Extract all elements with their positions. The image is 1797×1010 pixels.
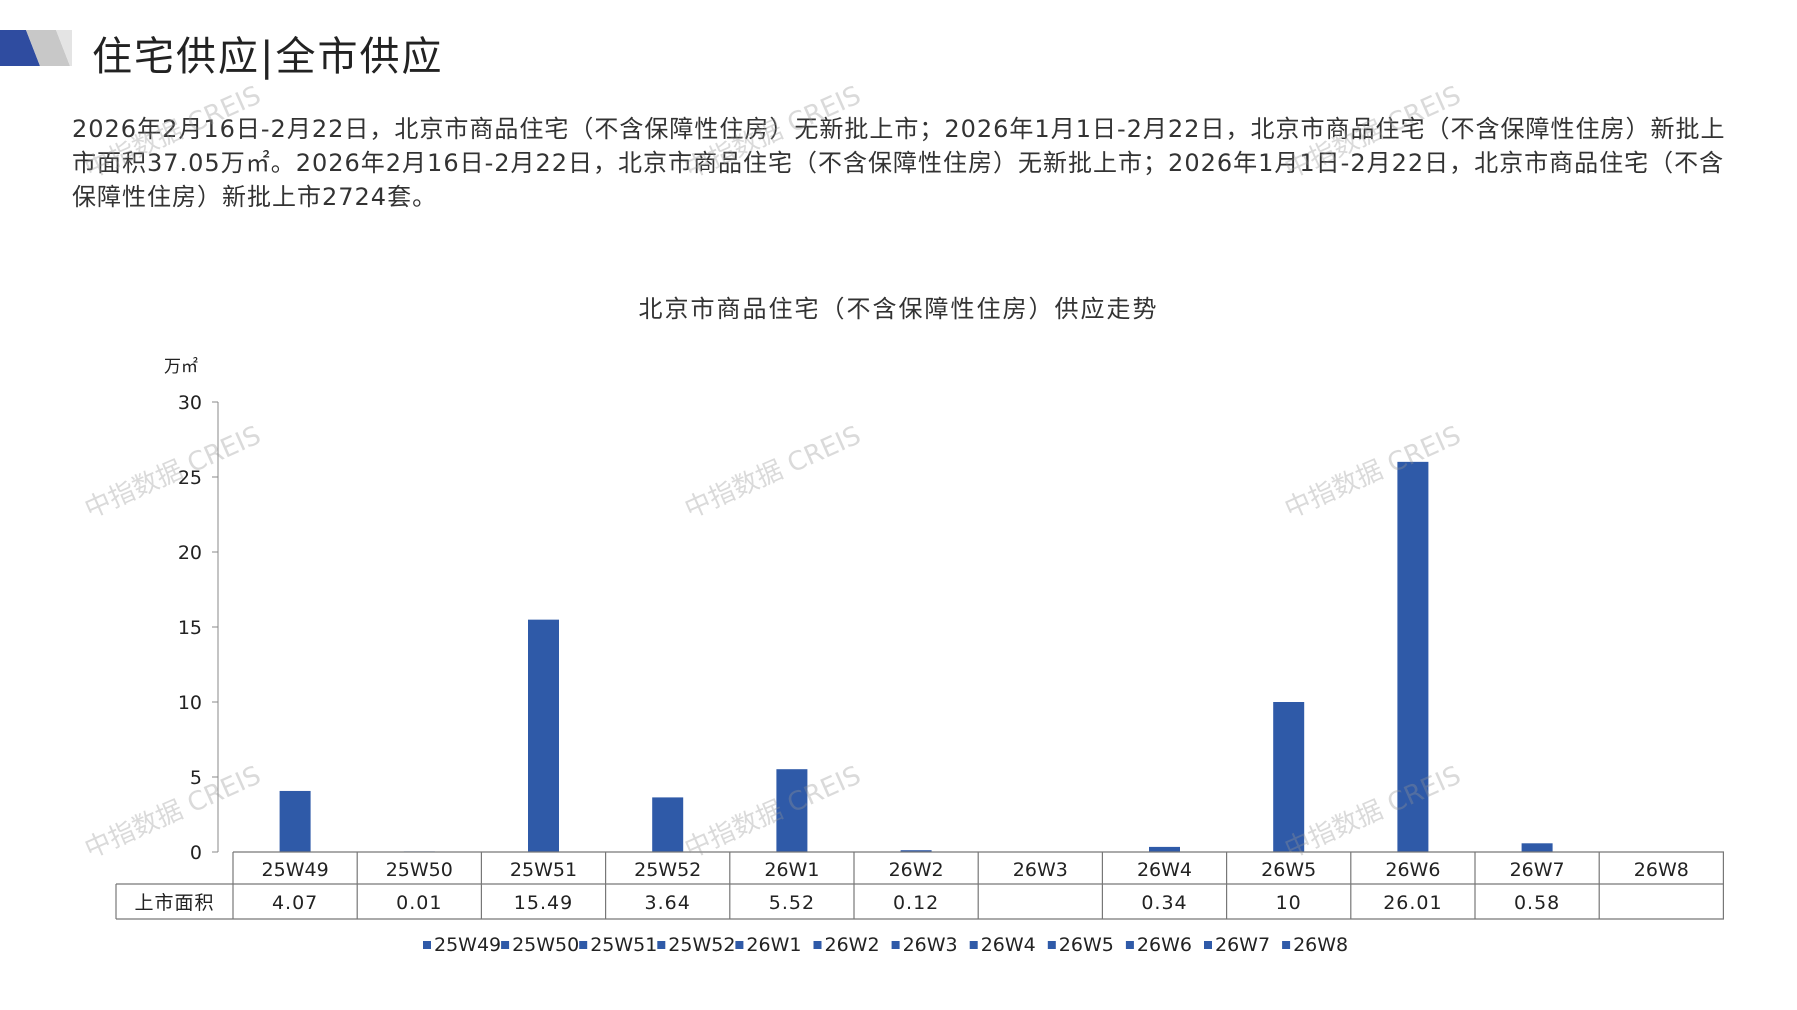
bar-26W1 — [776, 769, 808, 852]
x-tick-label: 26W8 — [1634, 859, 1689, 881]
legend-swatch — [579, 941, 588, 949]
data-label: 10 — [1276, 892, 1302, 914]
legend-swatch — [891, 941, 900, 949]
chart-title: 北京市商品住宅（不含保障性住房）供应走势 — [638, 295, 1159, 323]
bar-26W4 — [1149, 846, 1180, 852]
legend-label: 25W49 — [434, 934, 501, 956]
x-tick-label: 26W2 — [889, 859, 944, 881]
bar-25W51 — [528, 619, 559, 852]
legend-swatch — [1125, 941, 1134, 949]
legend-label: 26W1 — [746, 934, 801, 956]
x-tick-label: 26W1 — [764, 859, 819, 881]
legend-swatch — [735, 941, 744, 949]
header: 住宅供应|全市供应 — [0, 0, 1797, 90]
legend-swatch — [501, 941, 510, 949]
x-tick-label: 25W52 — [634, 859, 701, 881]
x-tick-label: 26W3 — [1013, 859, 1068, 881]
data-label: 4.07 — [272, 892, 318, 914]
x-tick-label: 25W49 — [262, 859, 329, 881]
x-tick-label: 25W51 — [510, 859, 577, 881]
legend-swatch — [657, 941, 666, 949]
data-label: 0.12 — [893, 892, 939, 914]
y-tick-label: 30 — [178, 392, 202, 414]
x-tick-label: 26W5 — [1261, 859, 1316, 881]
bar-26W6 — [1397, 461, 1429, 852]
bar-26W7 — [1521, 843, 1553, 852]
summary-text: 2026年2月16日-2月22日，北京市商品住宅（不含保障性住房）无新批上市；2… — [72, 115, 1726, 211]
data-label: 0.58 — [1514, 892, 1560, 914]
legend-label: 26W6 — [1137, 934, 1192, 956]
legend-swatch — [1204, 941, 1212, 949]
y-tick-label: 0 — [190, 842, 202, 864]
data-label: 26.01 — [1383, 892, 1442, 914]
legend-label: 26W2 — [825, 934, 880, 956]
data-label: 0.34 — [1141, 892, 1187, 914]
legend-swatch — [1047, 941, 1056, 949]
bar-26W5 — [1273, 702, 1305, 852]
legend-label: 26W4 — [981, 934, 1036, 956]
y-tick-label: 5 — [190, 767, 202, 789]
page-title: 住宅供应|全市供应 — [92, 34, 444, 80]
legend-swatch — [813, 941, 822, 949]
y-axis-unit: 万㎡ — [164, 357, 198, 377]
bar-25W49 — [279, 790, 311, 852]
legend-swatch — [1282, 941, 1291, 949]
y-tick-label: 20 — [178, 542, 202, 564]
legend-label: 26W8 — [1293, 934, 1348, 956]
legend-label: 25W51 — [590, 934, 657, 956]
legend-label: 26W3 — [903, 934, 958, 956]
bar-25W52 — [652, 797, 684, 852]
x-tick-label: 26W4 — [1137, 859, 1192, 881]
legend-label: 26W5 — [1059, 934, 1114, 956]
legend-swatch — [969, 941, 978, 949]
legend-label: 26W7 — [1215, 934, 1270, 956]
y-tick-label: 25 — [178, 467, 202, 489]
x-tick-label: 26W6 — [1385, 859, 1440, 881]
legend-label: 25W50 — [512, 934, 579, 956]
data-label: 0.01 — [396, 892, 442, 914]
data-label: 3.64 — [645, 892, 691, 914]
y-tick-label: 10 — [178, 692, 202, 714]
logo-icon — [0, 30, 72, 66]
legend-label: 25W52 — [668, 934, 735, 956]
y-tick-label: 15 — [178, 617, 202, 639]
x-tick-label: 25W50 — [386, 859, 453, 881]
x-tick-label: 26W7 — [1510, 859, 1565, 881]
data-label: 5.52 — [769, 892, 815, 914]
data-label: 15.49 — [514, 892, 573, 914]
legend-swatch — [423, 941, 431, 949]
bar-26W2 — [900, 850, 932, 852]
table-series-label: 上市面积 — [134, 892, 214, 914]
